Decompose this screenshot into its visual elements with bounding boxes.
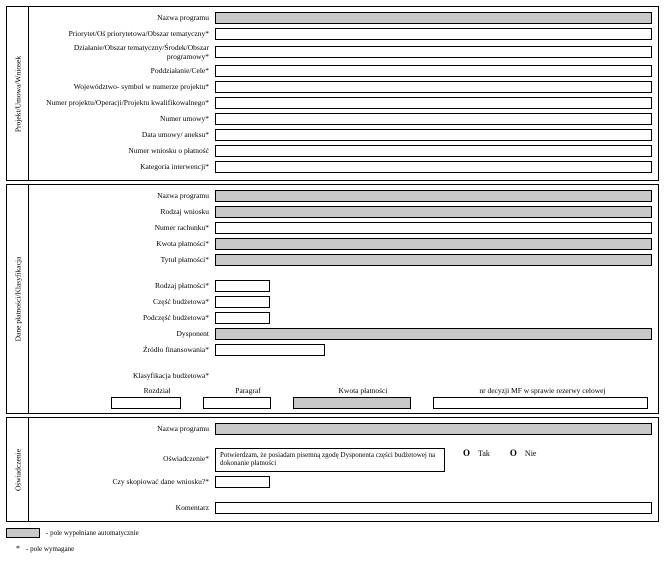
- label-subaction: Poddziałanie/Cele*: [35, 66, 215, 75]
- header-chapter: Rozdział: [111, 386, 203, 395]
- label-contract-number: Numer umowy*: [35, 114, 215, 123]
- label-budget-classification: Klasyfikacja budżetowa*: [35, 371, 215, 380]
- field-priority[interactable]: [215, 28, 652, 40]
- declaration-text-box: Potwierdzam, że posiadam pisemną zgodę D…: [215, 448, 445, 472]
- label-budget-part: Część budżetowa*: [35, 297, 215, 306]
- field-account-number[interactable]: [215, 222, 652, 234]
- field-paragraph[interactable]: [203, 397, 271, 409]
- label-project-number: Numer projektu/Operacji/Projektu kwalifi…: [35, 98, 215, 107]
- section3-title: Oświadczenie: [13, 448, 22, 490]
- section1-content: Nazwa programu Priorytet/Oś priorytetowa…: [29, 7, 658, 180]
- label-declaration: Oświadczenie*: [35, 448, 215, 463]
- legend-star: *: [6, 544, 20, 553]
- section-project: Projekt/Umowa/Wniosek Nazwa programu Pri…: [6, 6, 659, 181]
- label-action: Działanie/Obszar tematyczny/Środek/Obsza…: [35, 43, 215, 61]
- section-declaration: Oświadczenie Nazwa programu Oświadczenie…: [6, 417, 659, 522]
- field-contract-number[interactable]: [215, 113, 652, 125]
- section2-title-vertical: Dane płatności/Klasyfikacja: [7, 185, 29, 413]
- classification-headers: Rozdział Paragraf Kwota płatności nr dec…: [35, 386, 652, 395]
- radio-no-icon[interactable]: O: [510, 448, 517, 458]
- field-intervention-category[interactable]: [215, 161, 652, 173]
- legend-swatch-auto: [6, 528, 40, 538]
- field-payment-amount: [215, 238, 652, 250]
- field-project-number[interactable]: [215, 97, 652, 109]
- field-contract-date[interactable]: [215, 129, 652, 141]
- section-payment: Dane płatności/Klasyfikacja Nazwa progra…: [6, 184, 659, 414]
- legend-auto-row: - pole wypełniane automatycznie: [6, 528, 659, 538]
- classification-fields: [35, 397, 652, 409]
- field-program-name-3: [215, 423, 652, 435]
- field-payment-type[interactable]: [215, 280, 270, 292]
- field-budget-subpart[interactable]: [215, 312, 270, 324]
- field-payment-request-no[interactable]: [215, 145, 652, 157]
- field-program-name-2: [215, 190, 652, 202]
- label-payment-amount: Kwota płatności*: [35, 239, 215, 248]
- label-request-type: Rodzaj wniosku: [35, 207, 215, 216]
- declaration-radio-group: O Tak O Nie: [463, 448, 536, 458]
- radio-yes-icon[interactable]: O: [463, 448, 470, 458]
- header-amount: Kwota płatności: [293, 386, 433, 395]
- label-program-name-2: Nazwa programu: [35, 191, 215, 200]
- section3-content: Nazwa programu Oświadczenie* Potwierdzam…: [29, 418, 658, 521]
- section-title-vertical: Projekt/Umowa/Wniosek: [7, 7, 29, 180]
- legend-auto-text: - pole wypełniane automatycznie: [46, 529, 139, 537]
- radio-yes-label: Tak: [478, 449, 490, 458]
- label-account-number: Numer rachunku*: [35, 223, 215, 232]
- field-payment-title: [215, 254, 652, 266]
- field-financing-source[interactable]: [215, 344, 325, 356]
- field-decision-no[interactable]: [433, 397, 648, 409]
- radio-no-label: Nie: [525, 449, 537, 458]
- label-program-name-3: Nazwa programu: [35, 424, 215, 433]
- field-program-name: [215, 12, 652, 24]
- section1-title: Projekt/Umowa/Wniosek: [13, 55, 22, 131]
- header-decision-no: nr decyzji MF w sprawie rezerwy celowej: [433, 386, 652, 395]
- field-disponent: [215, 328, 652, 340]
- legend-required-row: * - pole wymagane: [6, 544, 659, 553]
- legend: - pole wypełniane automatycznie * - pole…: [6, 528, 659, 553]
- header-paragraph: Paragraf: [203, 386, 293, 395]
- legend-required-text: - pole wymagane: [26, 545, 74, 553]
- field-request-type: [215, 206, 652, 218]
- label-program-name: Nazwa programu: [35, 13, 215, 22]
- label-copy-data: Czy skopiować dane wniosku?*: [35, 477, 215, 486]
- label-intervention-category: Kategoria interwencji*: [35, 162, 215, 171]
- section2-content: Nazwa programu Rodzaj wniosku Numer rach…: [29, 185, 658, 413]
- field-class-amount: [293, 397, 411, 409]
- label-disponent: Dysponent: [35, 329, 215, 338]
- label-priority: Priorytet/Oś priorytetowa/Obszar tematyc…: [35, 29, 215, 38]
- field-action[interactable]: [215, 46, 652, 58]
- section3-title-vertical: Oświadczenie: [7, 418, 29, 521]
- field-chapter[interactable]: [111, 397, 181, 409]
- label-contract-date: Data umowy/ aneksu*: [35, 130, 215, 139]
- field-copy-data[interactable]: [215, 476, 270, 488]
- label-voivodeship: Województwo- symbol w numerze projektu*: [35, 82, 215, 91]
- label-budget-subpart: Podczęść budżetowa*: [35, 313, 215, 322]
- field-voivodeship[interactable]: [215, 81, 652, 93]
- label-payment-request-no: Numer wniosku o płatność: [35, 146, 215, 155]
- label-financing-source: Źródło finansowania*: [35, 345, 215, 354]
- label-payment-title: Tytuł płatności*: [35, 255, 215, 264]
- section2-title: Dane płatności/Klasyfikacja: [13, 257, 22, 342]
- field-budget-part[interactable]: [215, 296, 270, 308]
- field-subaction[interactable]: [215, 65, 652, 77]
- label-comment: Komentarz: [35, 503, 215, 512]
- field-comment[interactable]: [215, 502, 652, 514]
- label-payment-type: Rodzaj płatności*: [35, 281, 215, 290]
